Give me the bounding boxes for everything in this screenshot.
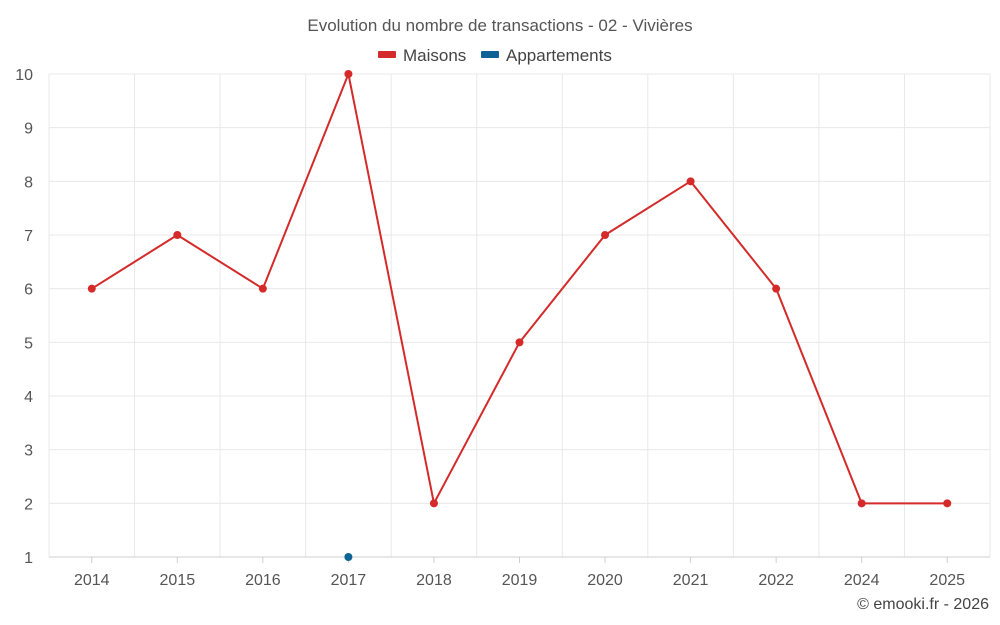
data-point-maisons[interactable] (686, 177, 695, 186)
y-tick-label: 6 (24, 282, 33, 299)
data-point-maisons[interactable] (601, 231, 610, 239)
data-point-maisons[interactable] (857, 499, 866, 508)
legend-item-maisons[interactable]: Maisons (378, 46, 466, 65)
data-point-maisons[interactable] (943, 499, 952, 508)
y-tick-label: 8 (24, 174, 33, 191)
data-point-appartements[interactable] (344, 553, 353, 561)
data-point-maisons[interactable] (515, 338, 524, 347)
data-point-maisons[interactable] (87, 284, 96, 293)
x-tick-label: 2018 (416, 572, 452, 589)
x-tick-label: 2017 (331, 572, 367, 589)
legend: Maisons Appartements (378, 46, 612, 65)
y-tick-label: 4 (24, 389, 33, 406)
y-tick-label: 9 (24, 121, 33, 138)
legend-swatch-appartements (481, 51, 499, 58)
data-point-maisons[interactable] (344, 70, 353, 78)
y-tick-label: 7 (24, 228, 33, 245)
legend-item-appartements[interactable]: Appartements (481, 46, 612, 65)
axes: 1 2 3 4 5 6 7 8 9 10 2014 2015 2016 2017 2018 2019 2020 2… (15, 67, 990, 589)
y-tick-label: 5 (24, 335, 33, 352)
legend-swatch-maisons (378, 51, 396, 58)
x-tick-label: 2020 (587, 572, 623, 589)
x-tick-label: 2015 (160, 572, 196, 589)
data-point-maisons[interactable] (772, 284, 781, 293)
legend-label-appartements: Appartements (506, 46, 612, 65)
x-tick-label: 2025 (929, 572, 965, 589)
y-tick-label: 10 (15, 67, 33, 84)
x-tick-label: 2016 (245, 572, 281, 589)
x-tick-label: 2022 (758, 572, 794, 589)
x-tick-label: 2014 (74, 572, 110, 589)
x-tick-label: 2024 (844, 572, 880, 589)
x-tick-label: 2021 (673, 572, 709, 589)
data-point-maisons[interactable] (173, 231, 182, 239)
legend-label-maisons: Maisons (403, 46, 466, 65)
credit-text: © emooki.fr - 2026 (857, 596, 989, 613)
y-tick-label: 2 (24, 496, 33, 513)
grid (48, 73, 991, 557)
y-tick-label: 1 (24, 550, 33, 567)
chart-title: Evolution du nombre de transactions - 02… (307, 16, 692, 35)
y-tick-label: 3 (24, 443, 33, 460)
x-tick-label: 2019 (502, 572, 538, 589)
series-layer (87, 70, 952, 561)
data-point-maisons[interactable] (258, 284, 267, 293)
data-point-maisons[interactable] (429, 499, 438, 508)
